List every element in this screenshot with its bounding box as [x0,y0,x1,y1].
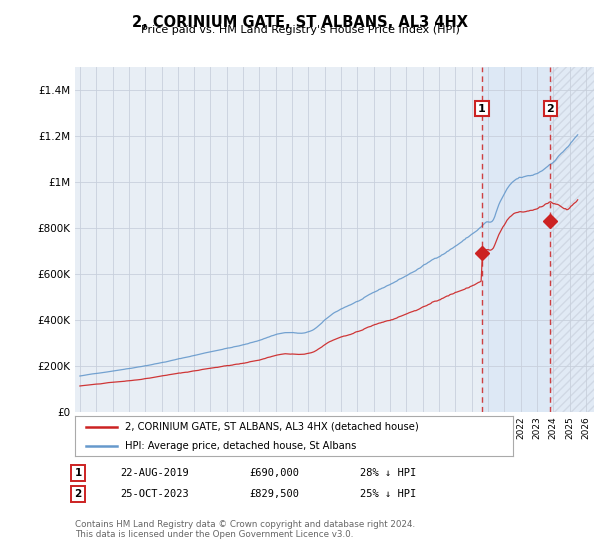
Bar [482,67,550,412]
Text: 1: 1 [478,104,486,114]
Text: 2: 2 [547,104,554,114]
Text: Price paid vs. HM Land Registry's House Price Index (HPI): Price paid vs. HM Land Registry's House … [140,25,460,35]
Text: 1: 1 [74,468,82,478]
Text: £829,500: £829,500 [249,489,299,499]
Text: 25-OCT-2023: 25-OCT-2023 [120,489,189,499]
Text: £690,000: £690,000 [249,468,299,478]
Text: 2: 2 [74,489,82,499]
Text: 28% ↓ HPI: 28% ↓ HPI [360,468,416,478]
Text: 22-AUG-2019: 22-AUG-2019 [120,468,189,478]
Text: 2, CORINIUM GATE, ST ALBANS, AL3 4HX: 2, CORINIUM GATE, ST ALBANS, AL3 4HX [132,15,468,30]
Text: 25% ↓ HPI: 25% ↓ HPI [360,489,416,499]
Text: HPI: Average price, detached house, St Albans: HPI: Average price, detached house, St A… [125,441,357,450]
Bar [550,67,594,412]
Text: Contains HM Land Registry data © Crown copyright and database right 2024.
This d: Contains HM Land Registry data © Crown c… [75,520,415,539]
Text: 2, CORINIUM GATE, ST ALBANS, AL3 4HX (detached house): 2, CORINIUM GATE, ST ALBANS, AL3 4HX (de… [125,422,419,432]
